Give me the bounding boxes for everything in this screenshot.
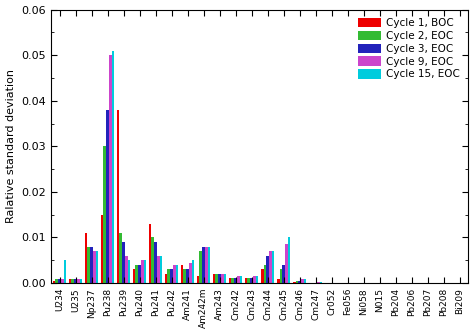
- Bar: [165, 274, 167, 283]
- Bar: [197, 276, 200, 283]
- Y-axis label: Ralative standard deviation: Ralative standard deviation: [6, 69, 16, 223]
- Bar: [152, 237, 154, 283]
- Bar: [72, 280, 74, 283]
- Legend: Cycle 1, BOC, Cycle 2, EOC, Cycle 3, EOC, Cycle 9, EOC, Cycle 15, EOC: Cycle 1, BOC, Cycle 2, EOC, Cycle 3, EOC…: [355, 15, 463, 82]
- Bar: [149, 224, 152, 283]
- Bar: [141, 260, 144, 283]
- Bar: [111, 50, 114, 283]
- Bar: [250, 278, 253, 283]
- Bar: [103, 146, 106, 283]
- Bar: [80, 280, 82, 283]
- Bar: [255, 276, 258, 283]
- Bar: [119, 233, 122, 283]
- Bar: [154, 242, 157, 283]
- Bar: [186, 270, 189, 283]
- Bar: [87, 246, 90, 283]
- Bar: [53, 281, 55, 283]
- Bar: [173, 265, 176, 283]
- Bar: [109, 55, 111, 283]
- Bar: [106, 110, 109, 283]
- Bar: [301, 279, 304, 283]
- Bar: [272, 251, 274, 283]
- Bar: [183, 270, 186, 283]
- Bar: [58, 280, 61, 283]
- Bar: [85, 233, 87, 283]
- Bar: [319, 282, 322, 283]
- Bar: [266, 256, 269, 283]
- Bar: [101, 215, 103, 283]
- Bar: [317, 282, 319, 283]
- Bar: [138, 265, 141, 283]
- Bar: [133, 270, 136, 283]
- Bar: [90, 246, 93, 283]
- Bar: [61, 280, 64, 283]
- Bar: [237, 276, 240, 283]
- Bar: [208, 246, 210, 283]
- Bar: [136, 265, 138, 283]
- Bar: [167, 270, 170, 283]
- Bar: [216, 274, 218, 283]
- Bar: [304, 279, 306, 283]
- Bar: [224, 274, 227, 283]
- Bar: [128, 260, 130, 283]
- Bar: [234, 278, 237, 283]
- Bar: [277, 279, 280, 283]
- Bar: [144, 260, 146, 283]
- Bar: [189, 263, 191, 283]
- Bar: [293, 282, 295, 283]
- Bar: [64, 260, 66, 283]
- Bar: [181, 265, 183, 283]
- Bar: [157, 256, 160, 283]
- Bar: [264, 265, 266, 283]
- Bar: [285, 244, 288, 283]
- Bar: [69, 280, 72, 283]
- Bar: [117, 110, 119, 283]
- Bar: [93, 251, 96, 283]
- Bar: [295, 281, 298, 283]
- Bar: [229, 278, 231, 283]
- Bar: [282, 265, 285, 283]
- Bar: [125, 256, 128, 283]
- Bar: [74, 280, 77, 283]
- Bar: [261, 270, 264, 283]
- Bar: [176, 265, 178, 283]
- Bar: [231, 278, 234, 283]
- Bar: [221, 274, 224, 283]
- Bar: [245, 278, 247, 283]
- Bar: [213, 274, 216, 283]
- Bar: [205, 246, 208, 283]
- Bar: [288, 237, 291, 283]
- Bar: [96, 251, 98, 283]
- Bar: [122, 242, 125, 283]
- Bar: [253, 276, 255, 283]
- Bar: [200, 251, 202, 283]
- Bar: [218, 274, 221, 283]
- Bar: [160, 256, 163, 283]
- Bar: [298, 281, 301, 283]
- Bar: [202, 246, 205, 283]
- Bar: [269, 251, 272, 283]
- Bar: [191, 260, 194, 283]
- Bar: [55, 280, 58, 283]
- Bar: [247, 278, 250, 283]
- Bar: [170, 270, 173, 283]
- Bar: [280, 270, 282, 283]
- Bar: [77, 280, 80, 283]
- Bar: [240, 276, 242, 283]
